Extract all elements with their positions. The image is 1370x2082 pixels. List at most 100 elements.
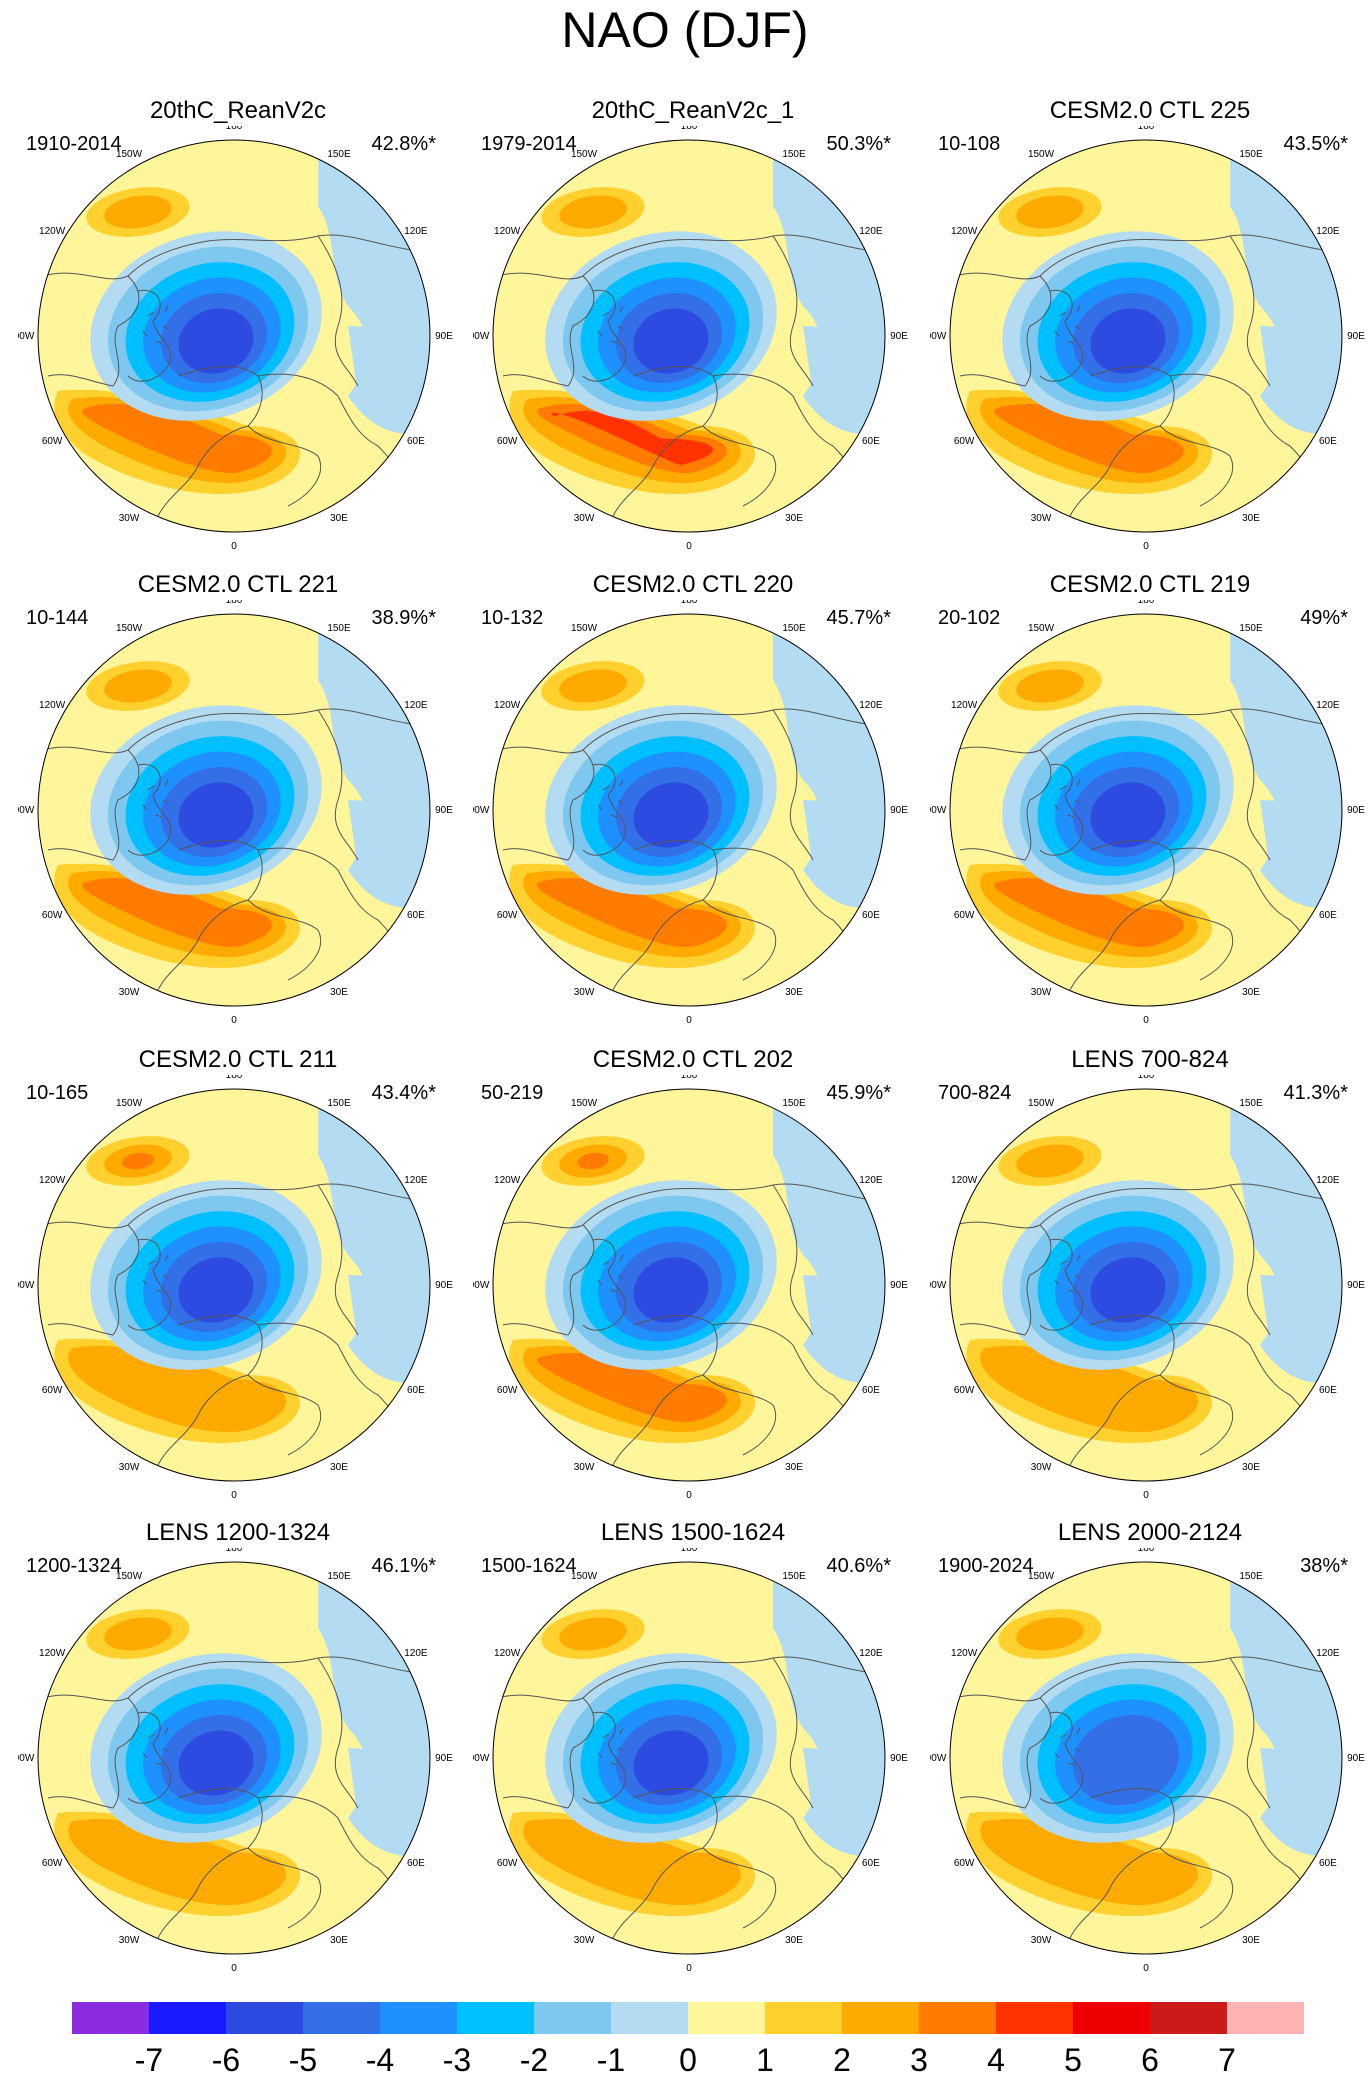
longitude-label: 30E: [330, 987, 348, 998]
longitude-label: 150W: [571, 1571, 598, 1582]
coastlines: [954, 1183, 1331, 1466]
longitude-label: 120W: [951, 700, 978, 711]
longitude-label: 120E: [1316, 1175, 1340, 1186]
map-boundary: [949, 139, 1343, 533]
longitude-label: 180: [681, 126, 698, 132]
longitude-label: 60W: [42, 1858, 63, 1869]
panel-period: 700-824: [938, 1082, 1012, 1104]
longitude-label: 150E: [1239, 1571, 1263, 1582]
longitude-label: 90W: [473, 805, 490, 816]
panel-title: CESM2.0 CTL 220: [592, 571, 794, 598]
longitude-label: 120E: [859, 226, 883, 237]
polar-map: 180 150E 120E 90E 60E 30E 0 30W 60W 90W 120W 150W: [930, 1548, 1365, 1974]
polar-map: 180 150E 120E 90E 60E 30E 0 30W 60W 90W 120W 150W: [18, 1548, 453, 1974]
longitude-label: 120E: [404, 1648, 428, 1659]
panel-period: 50-219: [481, 1082, 544, 1104]
longitude-label: 150E: [782, 149, 806, 160]
panel-variance-percent: 45.7%*: [826, 607, 892, 629]
longitude-label: 120W: [951, 226, 978, 237]
longitude-label: 90E: [890, 805, 908, 816]
longitude-label: 150W: [1028, 1098, 1055, 1109]
longitude-label: 60E: [407, 910, 425, 921]
longitude-label: 150W: [116, 623, 143, 634]
colorbar-swatch: [688, 2002, 765, 2034]
map-boundary: [492, 1561, 886, 1955]
panel-period: 10-144: [26, 607, 89, 629]
longitude-label: 30E: [330, 1935, 348, 1946]
longitude-label: 120W: [494, 226, 521, 237]
longitude-label: 120W: [39, 226, 66, 237]
longitude-label: 60W: [954, 436, 975, 447]
panel-variance-percent: 49%*: [1300, 607, 1348, 629]
colorbar-swatch: [996, 2002, 1073, 2034]
colorbar-swatch: [534, 2002, 611, 2034]
longitude-label: 60E: [862, 910, 880, 921]
longitude-label: 30W: [1031, 513, 1052, 524]
longitude-label: 180: [226, 1548, 243, 1554]
colorbar-swatch: [1150, 2002, 1227, 2034]
longitude-label: 90E: [1347, 331, 1365, 342]
polar-map: 180 150E 120E 90E 60E 30E 0 30W 60W 90W 120W 150W: [930, 600, 1365, 1026]
longitude-label: 180: [1138, 1075, 1155, 1081]
longitude-label: 150W: [116, 1571, 143, 1582]
longitude-label: 120E: [1316, 226, 1340, 237]
polar-map: 180 150E 120E 90E 60E 30E 0 30W 60W 90W 120W 150W: [18, 126, 453, 552]
panel-variance-percent: 50.3%*: [826, 133, 892, 155]
longitude-label: 120W: [951, 1648, 978, 1659]
map-panel: CESM2.0 CTL 220 10-132 45.7%* 180 150E 120E 90…: [473, 570, 913, 1040]
longitude-label: 60E: [862, 1858, 880, 1869]
longitude-label: 180: [226, 126, 243, 132]
colorbar-swatch: [303, 2002, 380, 2034]
map-panel: LENS 1500-1624 1500-1624 40.6%* 180 150E 120E…: [473, 1518, 913, 1988]
colorbar-swatch: [1227, 2002, 1304, 2034]
longitude-label: 60W: [954, 1385, 975, 1396]
longitude-label: 30E: [1242, 987, 1260, 998]
longitude-label: 150W: [1028, 623, 1055, 634]
panel-title: LENS 2000-2124: [1057, 1519, 1243, 1546]
longitude-label: 150E: [1239, 623, 1263, 634]
panel-period: 10-108: [938, 133, 1001, 155]
longitude-label: 150W: [116, 149, 143, 160]
longitude-label: 30E: [785, 1462, 803, 1473]
longitude-label: 60W: [497, 1385, 518, 1396]
panel-title: CESM2.0 CTL 221: [137, 571, 339, 598]
panel-variance-percent: 38%*: [1300, 1555, 1348, 1577]
longitude-label: 60E: [1319, 436, 1337, 447]
panel-period: 20-102: [938, 607, 1001, 629]
map-panel: LENS 700-824 700-824 41.3%* 180 150E 120E 90E 6…: [930, 1045, 1370, 1515]
longitude-label: 30W: [1031, 1935, 1052, 1946]
map-panel: CESM2.0 CTL 225 10-108 43.5%* 180 150E 120E 90…: [930, 96, 1370, 566]
polar-map: 180 150E 120E 90E 60E 30E 0 30W 60W 90W 120W 150W: [473, 1075, 908, 1501]
colorbar-swatch: [149, 2002, 226, 2034]
field-contours: [38, 1562, 430, 1954]
longitude-label: 120E: [859, 700, 883, 711]
longitude-label: 0: [231, 1963, 237, 1974]
longitude-label: 90W: [473, 1280, 490, 1291]
longitude-label: 120W: [39, 700, 66, 711]
longitude-label: 90W: [930, 1280, 947, 1291]
colorbar-swatch: [1073, 2002, 1150, 2034]
longitude-label: 120W: [494, 700, 521, 711]
longitude-label: 150W: [1028, 1571, 1055, 1582]
map-boundary: [37, 139, 431, 533]
polar-map: 180 150E 120E 90E 60E 30E 0 30W 60W 90W 120W 150W: [473, 600, 908, 1026]
map-panel: LENS 2000-2124 1900-2024 38%* 180 150E 120E 90…: [930, 1518, 1370, 1988]
longitude-label: 30W: [119, 1935, 140, 1946]
longitude-label: 30E: [785, 1935, 803, 1946]
longitude-label: 60E: [407, 436, 425, 447]
field-contours: [950, 140, 1342, 532]
longitude-label: 90E: [435, 1280, 453, 1291]
panel-variance-percent: 40.6%*: [826, 1555, 892, 1577]
panel-variance-percent: 38.9%*: [371, 607, 437, 629]
colorbar-label: 1: [756, 2042, 774, 2078]
map-boundary: [949, 613, 1343, 1007]
colorbar-swatch: [380, 2002, 457, 2034]
panel-title: CESM2.0 CTL 202: [592, 1046, 794, 1073]
longitude-label: 30W: [1031, 1462, 1052, 1473]
field-contours: [493, 1089, 885, 1481]
field-contours: [38, 614, 430, 1006]
panel-period: 1900-2024: [938, 1555, 1034, 1577]
longitude-label: 120W: [39, 1175, 66, 1186]
colorbar-labels: -7 -6 -5 -4 -3 -2 -1 0 1 2 3 4 5 6 7: [72, 2040, 1304, 2082]
longitude-label: 90W: [18, 1753, 35, 1764]
